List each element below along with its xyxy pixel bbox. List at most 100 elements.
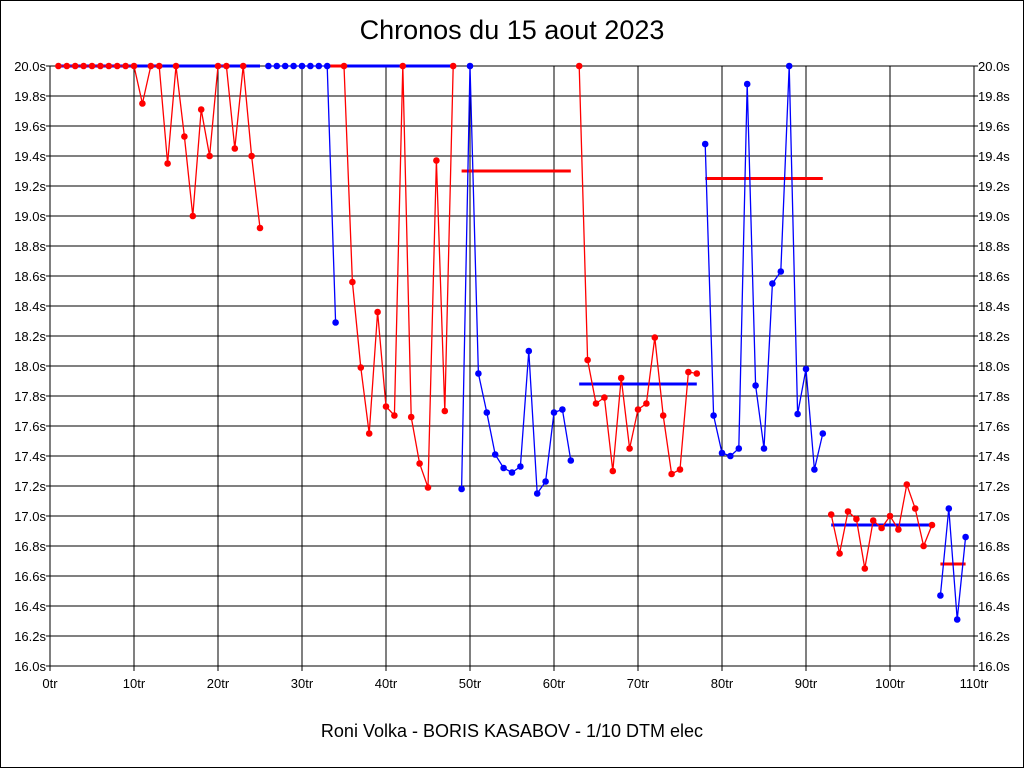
lap-point <box>718 449 726 457</box>
lap-point <box>147 62 155 70</box>
x-tick-label: 10tr <box>123 676 146 691</box>
lap-point <box>626 445 633 452</box>
lap-point <box>794 410 801 418</box>
lap-point <box>853 515 860 523</box>
lap-point <box>752 382 759 389</box>
lap-point <box>811 466 818 473</box>
lap-point <box>466 62 474 70</box>
lap-point <box>575 62 583 70</box>
lap-point <box>895 526 902 533</box>
y-tick-label-left: 16.8s <box>14 539 46 554</box>
y-tick-label-right: 16.2s <box>978 629 1010 644</box>
lap-point <box>223 62 230 70</box>
lap-point <box>701 140 709 148</box>
y-tick-label-right: 19.4s <box>978 149 1010 164</box>
lap-point <box>886 512 894 520</box>
lap-point <box>80 62 87 70</box>
lap-point <box>601 394 608 401</box>
lap-point <box>491 451 499 458</box>
lap-point <box>500 464 507 472</box>
y-tick-label-left: 17.2s <box>14 479 46 494</box>
lap-point <box>441 407 449 415</box>
lap-point <box>861 565 869 572</box>
lap-point <box>517 463 524 470</box>
lap-point <box>181 133 188 140</box>
lap-point <box>88 62 96 70</box>
plot-border <box>49 65 975 667</box>
x-tick-label: 60tr <box>543 676 566 691</box>
stint-line <box>704 65 824 470</box>
y-tick-label-left: 19.6s <box>14 119 46 134</box>
x-tick-label: 50tr <box>459 676 482 691</box>
lap-point <box>869 517 877 524</box>
lap-point <box>659 412 667 419</box>
lap-point <box>533 490 541 497</box>
lap-point <box>281 62 289 70</box>
lap-point <box>307 62 314 70</box>
lap-point <box>525 347 533 355</box>
lap-point <box>416 460 423 467</box>
y-tick-label-right: 18.8s <box>978 239 1010 254</box>
lap-point <box>668 470 675 478</box>
y-tick-label-right: 19.0s <box>978 209 1010 224</box>
y-tick-label-right: 18.6s <box>978 269 1010 284</box>
x-tick-label: 70tr <box>627 676 650 691</box>
x-tick-label: 110tr <box>960 676 989 691</box>
lap-point <box>357 364 365 371</box>
stint-line <box>460 65 572 496</box>
y-tick-label-left: 16.2s <box>14 629 46 644</box>
stint-line <box>343 65 454 488</box>
lap-point <box>769 280 776 287</box>
lap-point <box>802 365 810 373</box>
lap-point <box>433 157 440 164</box>
y-tick-label-left: 19.4s <box>14 149 46 164</box>
lap-point <box>878 524 885 532</box>
lap-point <box>273 62 281 70</box>
y-tick-label-right: 17.0s <box>978 509 1010 524</box>
lap-point <box>63 62 71 70</box>
lap-point <box>315 62 323 70</box>
y-tick-label-right: 18.0s <box>978 359 1010 374</box>
y-tick-label-left: 16.4s <box>14 599 46 614</box>
lap-point <box>256 224 264 232</box>
lap-point <box>693 370 701 377</box>
lap-point <box>113 62 121 70</box>
y-tick-label-left: 19.0s <box>14 209 46 224</box>
y-tick-label-left: 18.0s <box>14 359 46 374</box>
y-tick-label-left: 18.8s <box>14 239 46 254</box>
y-tick-label-left: 19.8s <box>14 89 46 104</box>
lap-point <box>407 413 415 421</box>
lap-point <box>567 457 575 464</box>
x-tick-label: 20tr <box>207 676 230 691</box>
lap-point <box>340 62 348 70</box>
lap-point <box>349 278 356 286</box>
lap-point <box>214 62 222 70</box>
lap-point <box>382 403 390 410</box>
y-tick-label-right: 19.8s <box>978 89 1010 104</box>
lap-point <box>164 160 171 167</box>
y-tick-label-right: 16.6s <box>978 569 1010 584</box>
lap-point <box>449 62 457 70</box>
lap-point <box>937 592 944 599</box>
lap-point <box>265 62 272 70</box>
y-tick-label-right: 19.6s <box>978 119 1010 134</box>
lap-point <box>508 469 516 476</box>
lap-point <box>475 370 482 377</box>
x-tick-label: 90tr <box>795 676 818 691</box>
lap-point <box>760 445 768 452</box>
lap-point <box>559 406 566 413</box>
lap-point <box>609 467 617 475</box>
lap-point <box>197 106 205 113</box>
lap-point <box>617 374 625 382</box>
lap-point <box>139 100 146 107</box>
lap-point <box>323 62 331 70</box>
y-tick-label-left: 17.0s <box>14 509 46 524</box>
y-tick-label-left: 18.4s <box>14 299 46 314</box>
x-tick-label: 40tr <box>375 676 398 691</box>
lap-point <box>844 508 852 515</box>
stint-line <box>939 508 967 620</box>
y-tick-label-left: 17.4s <box>14 449 46 464</box>
y-tick-label-right: 17.6s <box>978 419 1010 434</box>
lap-point <box>643 400 650 407</box>
